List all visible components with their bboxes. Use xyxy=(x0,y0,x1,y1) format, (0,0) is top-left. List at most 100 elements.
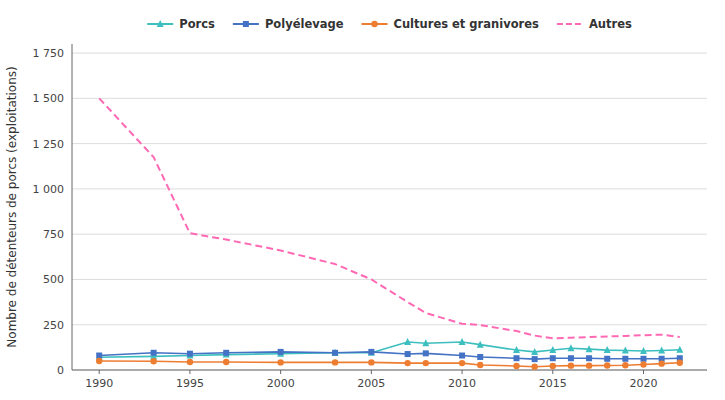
legend-swatch xyxy=(557,23,583,25)
y-tick-label: 0 xyxy=(57,364,64,377)
grid-line xyxy=(72,188,707,189)
x-tick-label: 2000 xyxy=(267,377,295,390)
marker xyxy=(405,351,411,357)
marker xyxy=(622,346,629,353)
y-tick-label: 750 xyxy=(43,228,64,241)
series-line xyxy=(99,352,680,359)
marker xyxy=(278,349,284,355)
marker xyxy=(422,339,429,346)
marker xyxy=(96,358,102,364)
marker xyxy=(604,346,611,353)
marker xyxy=(677,360,683,366)
marker xyxy=(223,350,229,356)
y-tick-label: 1 250 xyxy=(33,138,65,151)
x-tick-label: 2010 xyxy=(448,377,476,390)
marker xyxy=(586,355,592,361)
legend: Porcs Polyélevage Cultures et granivores Au… xyxy=(147,17,632,31)
grid-line xyxy=(72,279,707,280)
marker xyxy=(368,349,374,355)
x-tick-label: 1990 xyxy=(85,377,113,390)
series-line xyxy=(99,98,680,338)
x-axis-line xyxy=(72,370,707,371)
y-axis-line xyxy=(72,44,73,370)
grid-line xyxy=(72,53,707,54)
marker xyxy=(622,356,628,362)
series xyxy=(96,338,684,360)
marker xyxy=(459,360,465,366)
x-tick-label: 1995 xyxy=(176,377,204,390)
marker xyxy=(150,358,156,364)
grid-line xyxy=(72,324,707,325)
grid xyxy=(72,53,707,370)
legend-item: Cultures et granivores xyxy=(361,17,539,31)
marker xyxy=(459,353,465,359)
legend-marker xyxy=(157,20,164,27)
marker xyxy=(477,354,483,360)
y-tick-label: 250 xyxy=(43,319,64,332)
chart: 0 250 500 750 1 000 1 250 1 500 1 750 1990 1995 20… xyxy=(0,0,725,400)
marker xyxy=(641,356,647,362)
y-tick-label: 1 500 xyxy=(33,92,65,105)
x-tick xyxy=(552,370,553,374)
marker xyxy=(459,338,466,345)
series xyxy=(96,358,683,370)
marker xyxy=(640,361,646,367)
marker xyxy=(568,355,574,361)
marker xyxy=(513,346,520,353)
marker xyxy=(568,362,574,368)
marker xyxy=(567,344,574,351)
legend-item: Porcs xyxy=(147,17,215,31)
marker xyxy=(513,363,519,369)
marker xyxy=(514,355,520,361)
marker xyxy=(332,359,338,365)
y-tick-label: 1 750 xyxy=(33,47,65,60)
marker xyxy=(531,348,538,355)
marker xyxy=(658,360,664,366)
x-tick xyxy=(371,370,372,374)
marker xyxy=(96,353,102,359)
marker xyxy=(423,350,429,356)
axes: 0 250 500 750 1 000 1 250 1 500 1 750 1990 1995 20… xyxy=(33,44,708,390)
marker xyxy=(532,356,538,362)
marker xyxy=(604,356,610,362)
series-line xyxy=(99,361,680,367)
x-tick xyxy=(99,370,100,374)
marker xyxy=(332,349,339,356)
x-tick-label: 2020 xyxy=(630,377,658,390)
marker xyxy=(586,362,592,368)
marker xyxy=(223,359,229,365)
legend-label: Cultures et granivores xyxy=(393,17,539,31)
series xyxy=(96,349,683,362)
plot-area xyxy=(96,98,684,370)
marker xyxy=(550,355,556,361)
legend-item: Polyélevage xyxy=(233,17,344,31)
x-tick xyxy=(643,370,644,374)
y-tick-label: 1 000 xyxy=(33,183,65,196)
marker xyxy=(549,346,556,353)
marker xyxy=(187,351,193,357)
legend-label: Autres xyxy=(589,17,632,31)
marker xyxy=(550,363,556,369)
marker xyxy=(676,346,683,353)
marker xyxy=(368,359,374,365)
marker xyxy=(277,359,283,365)
marker xyxy=(368,349,375,356)
marker xyxy=(187,359,193,365)
marker xyxy=(604,362,610,368)
grid-line xyxy=(72,98,707,99)
y-axis-label: Nombre de détenteurs de porcs (exploitat… xyxy=(5,66,19,347)
marker xyxy=(477,362,483,368)
y-tick-label: 500 xyxy=(43,273,64,286)
marker xyxy=(477,341,484,348)
marker xyxy=(186,352,193,359)
marker xyxy=(223,351,230,358)
grid-line xyxy=(72,234,707,235)
x-tick xyxy=(189,370,190,374)
legend-marker xyxy=(371,21,377,27)
legend-marker xyxy=(243,21,249,27)
marker xyxy=(332,350,338,356)
marker xyxy=(586,345,593,352)
marker xyxy=(622,362,628,368)
grid-line xyxy=(72,370,707,371)
series xyxy=(99,98,680,338)
